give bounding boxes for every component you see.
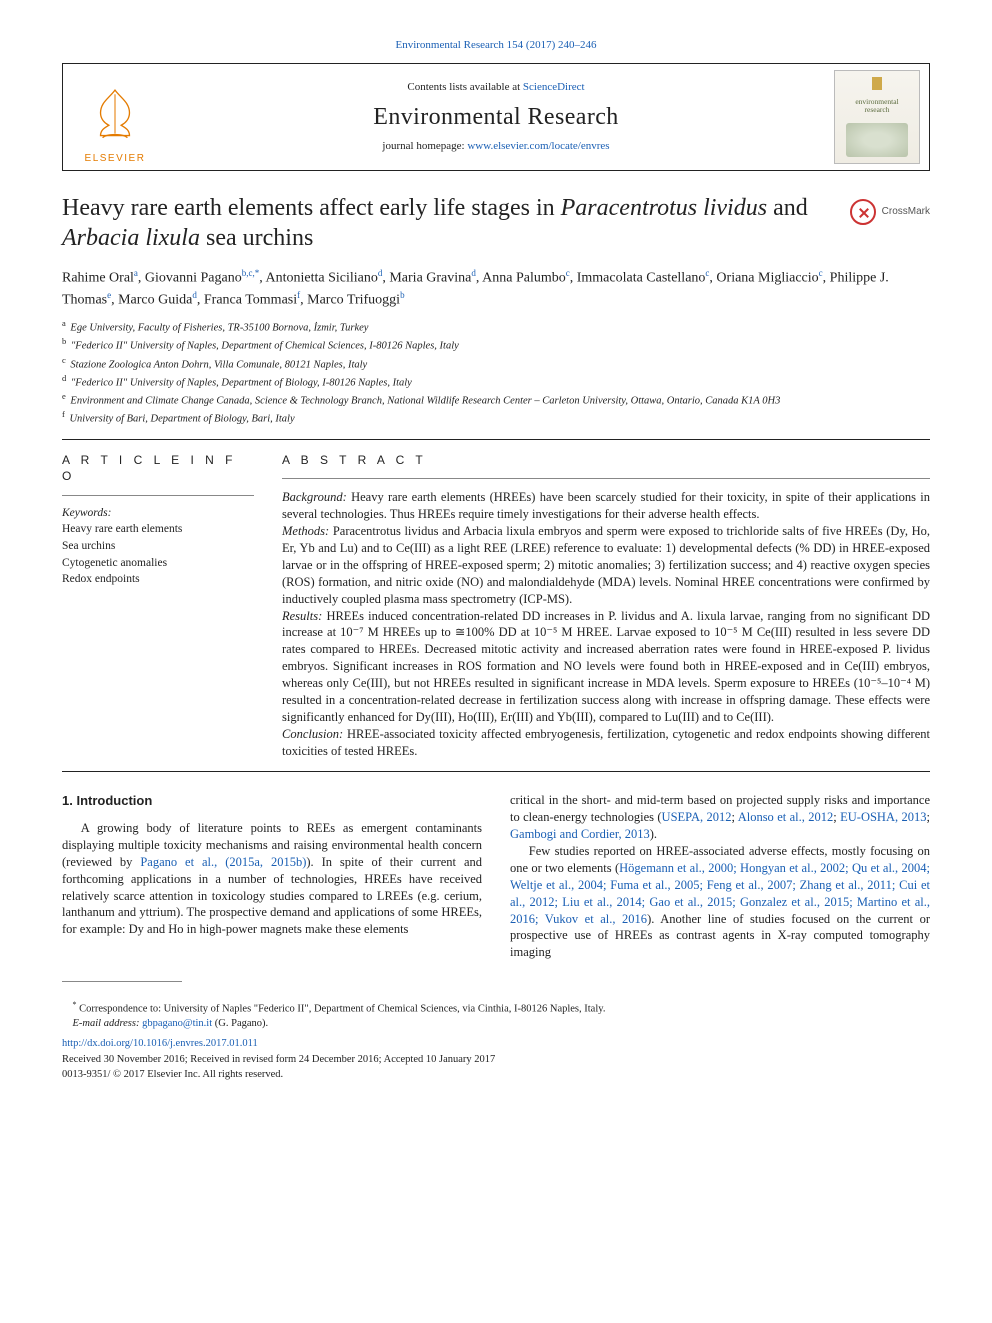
affiliation-item: a Ege University, Faculty of Fisheries, … <box>62 318 930 336</box>
affiliation-item: d "Federico II" University of Naples, De… <box>62 373 930 391</box>
ref-link[interactable]: Alonso et al., 2012 <box>738 810 834 824</box>
body-col-right: critical in the short- and mid-term base… <box>510 792 930 961</box>
running-citation: Environmental Research 154 (2017) 240–24… <box>62 38 930 53</box>
affiliation-list: a Ege University, Faculty of Fisheries, … <box>62 318 930 427</box>
affiliation-item: c Stazione Zoologica Anton Dohrn, Villa … <box>62 355 930 373</box>
abstract-heading: A B S T R A C T <box>282 452 930 468</box>
abs-results-label: Results: <box>282 609 322 623</box>
elsevier-tree-icon <box>84 86 146 148</box>
homepage-prefix: journal homepage: <box>382 140 467 152</box>
elsevier-wordmark: ELSEVIER <box>85 152 146 166</box>
intro-heading: 1. Introduction <box>62 792 482 810</box>
journal-cover-cell: environmentalresearch <box>825 64 929 170</box>
cover-image-icon <box>846 123 908 157</box>
sciencedirect-link[interactable]: ScienceDirect <box>523 81 585 93</box>
abstract-body: Background: Heavy rare earth elements (H… <box>282 489 930 759</box>
keyword-item: Redox endpoints <box>62 571 254 588</box>
crossmark-label: CrossMark <box>882 205 930 219</box>
elsevier-logo: ELSEVIER <box>68 66 162 166</box>
keyword-item: Sea urchins <box>62 538 254 555</box>
abstract-column: A B S T R A C T Background: Heavy rare e… <box>282 452 930 759</box>
corresponding-author: * Correspondence to: University of Naple… <box>62 1000 930 1017</box>
keyword-item: Heavy rare earth elements <box>62 521 254 538</box>
divider <box>282 478 930 479</box>
cover-bar-icon <box>872 77 882 90</box>
keywords-label: Keywords: <box>62 506 254 522</box>
divider <box>62 495 254 496</box>
homepage-line: journal homepage: www.elsevier.com/locat… <box>167 139 825 154</box>
ref-link[interactable]: Gambogi and Cordier, 2013 <box>510 827 650 841</box>
journal-name: Environmental Research <box>167 101 825 133</box>
author-list: Rahime Orala, Giovanni Paganob,c,*, Anto… <box>62 267 930 310</box>
abs-methods-label: Methods: <box>282 524 329 538</box>
abs-background: Heavy rare earth elements (HREEs) have b… <box>282 490 930 521</box>
abs-conclusion-label: Conclusion: <box>282 727 343 741</box>
body-col-left: 1. Introduction A growing body of litera… <box>62 792 482 961</box>
divider <box>62 439 930 440</box>
info-abstract-row: A R T I C L E I N F O Keywords: Heavy ra… <box>62 452 930 759</box>
affiliation-item: f University of Bari, Department of Biol… <box>62 409 930 427</box>
article-title-row: Heavy rare earth elements affect early l… <box>62 193 930 253</box>
contents-prefix: Contents lists available at <box>407 81 522 93</box>
publisher-logo-cell: ELSEVIER <box>63 64 167 170</box>
abs-results: HREEs induced concentration-related DD i… <box>282 609 930 724</box>
copyright-line: 0013-9351/ © 2017 Elsevier Inc. All righ… <box>62 1068 930 1082</box>
footnotes: * Correspondence to: University of Naple… <box>62 1000 930 1031</box>
ref-link[interactable]: USEPA, 2012 <box>662 810 732 824</box>
doi-link[interactable]: http://dx.doi.org/10.1016/j.envres.2017.… <box>62 1038 258 1049</box>
keywords-list: Heavy rare earth elementsSea urchinsCyto… <box>62 521 254 588</box>
intro-para-1-cont: critical in the short- and mid-term base… <box>510 792 930 843</box>
corresponding-email: E-mail address: gbpagano@tin.it (G. Paga… <box>62 1017 930 1031</box>
intro-para-1: A growing body of literature points to R… <box>62 820 482 938</box>
article-info-column: A R T I C L E I N F O Keywords: Heavy ra… <box>62 452 254 759</box>
journal-header: ELSEVIER Contents lists available at Sci… <box>62 63 930 171</box>
affiliation-item: e Environment and Climate Change Canada,… <box>62 391 930 409</box>
divider <box>62 771 930 772</box>
crossmark-badge[interactable]: CrossMark <box>850 199 930 225</box>
email-link[interactable]: gbpagano@tin.it <box>142 1018 212 1029</box>
abs-conclusion: HREE-associated toxicity affected embryo… <box>282 727 930 758</box>
homepage-link[interactable]: www.elsevier.com/locate/envres <box>467 140 609 152</box>
article-info-heading: A R T I C L E I N F O <box>62 452 254 484</box>
contents-line: Contents lists available at ScienceDirec… <box>167 80 825 95</box>
history-line: Received 30 November 2016; Received in r… <box>62 1053 930 1067</box>
article-title: Heavy rare earth elements affect early l… <box>62 193 834 253</box>
abs-background-label: Background: <box>282 490 347 504</box>
ref-link[interactable]: EU-OSHA, 2013 <box>840 810 926 824</box>
intro-para-2: Few studies reported on HREE-associated … <box>510 843 930 961</box>
affiliation-item: b "Federico II" University of Naples, De… <box>62 336 930 354</box>
ref-link[interactable]: Pagano et al., (2015a, 2015b) <box>140 855 306 869</box>
cover-text: environmentalresearch <box>855 98 898 115</box>
crossmark-icon <box>850 199 876 225</box>
keyword-item: Cytogenetic anomalies <box>62 555 254 572</box>
footnote-divider <box>62 981 182 982</box>
body-columns: 1. Introduction A growing body of litera… <box>62 792 930 961</box>
journal-cover-thumb: environmentalresearch <box>834 70 920 164</box>
doi-line: http://dx.doi.org/10.1016/j.envres.2017.… <box>62 1037 930 1051</box>
citation-link[interactable]: Environmental Research 154 (2017) 240–24… <box>395 39 596 51</box>
header-center: Contents lists available at ScienceDirec… <box>167 64 825 170</box>
abs-methods: Paracentrotus lividus and Arbacia lixula… <box>282 524 930 606</box>
